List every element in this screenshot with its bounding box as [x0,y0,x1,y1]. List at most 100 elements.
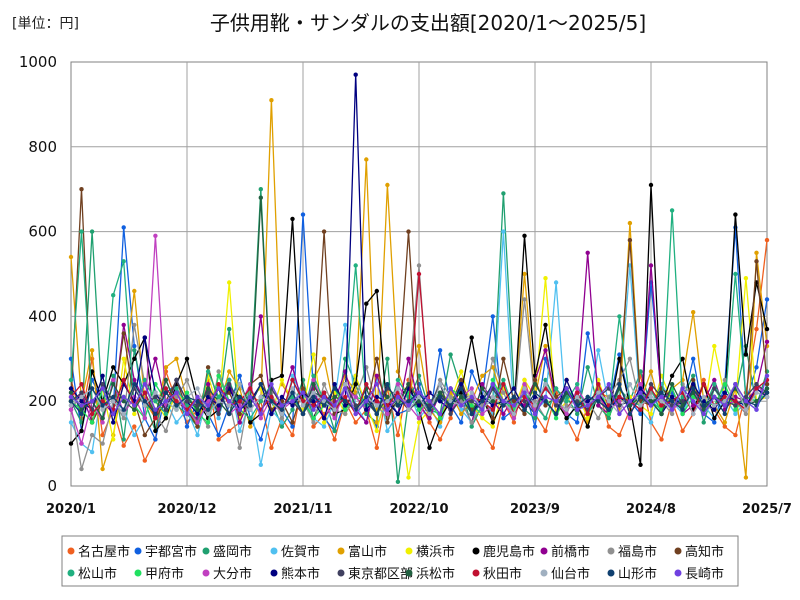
data-point [311,407,316,412]
data-point [385,182,390,188]
data-point [416,271,422,277]
data-point [543,348,548,353]
data-point [385,407,390,412]
y-axis: 0 200 400 600 800 1000 [19,53,57,495]
data-point [121,394,126,400]
data-point [343,382,348,387]
data-point [205,411,211,417]
data-point [617,399,622,404]
data-point [184,390,190,395]
data-point [669,407,675,412]
data-point [743,475,749,480]
data-point [543,394,548,400]
data-point [480,382,485,387]
data-point [121,225,126,230]
data-point [596,416,601,421]
data-point [553,403,559,408]
data-point [332,437,337,442]
data-point [132,407,137,412]
data-point [332,382,337,387]
data-point [142,403,147,408]
data-point [669,382,675,387]
data-point [648,382,654,387]
data-point [100,441,105,446]
data-point [638,403,643,408]
data-point [459,420,464,425]
data-point [638,386,643,391]
data-point [437,394,443,400]
data-point [195,424,200,429]
data-point [216,399,221,404]
data-point [638,394,643,400]
data-point [416,399,422,404]
data-point [111,293,116,298]
data-point [343,411,348,417]
data-point [89,348,95,353]
data-point [501,191,506,196]
legend-marker [405,569,413,577]
data-point [754,382,759,387]
data-point [68,420,74,425]
data-point [205,369,211,374]
data-point [216,386,221,391]
data-point [469,386,474,391]
data-point [691,403,696,408]
data-point [437,424,443,429]
legend-marker [134,547,142,555]
data-point [374,428,379,434]
data-point [532,403,538,408]
legend-label: 盛岡市 [213,544,252,560]
data-point [691,382,696,387]
data-point [617,432,622,438]
data-point [111,437,116,442]
data-point [163,428,169,434]
data-point [543,276,548,281]
data-point [416,416,422,421]
data-point [205,386,211,391]
legend-item: 高知市 [674,544,724,560]
legend-item: 甲府市 [134,566,184,582]
data-point [321,399,327,404]
data-point [606,399,611,404]
data-point [395,377,401,383]
data-point [406,403,411,408]
legend-marker [337,547,345,555]
data-point [480,399,485,404]
data-point [511,394,517,400]
x-tick-label: 2024/8 [626,502,676,517]
data-point [437,437,443,442]
legend-item: 山形市 [607,566,657,582]
data-point [743,276,749,281]
data-point [596,390,601,395]
data-point [227,403,232,408]
data-point [754,399,759,404]
data-point [406,356,411,361]
x-tick-label: 2025/7 [742,502,792,517]
data-point [163,411,169,417]
legend-box [61,535,739,587]
data-point [184,356,190,361]
data-point [100,466,105,472]
data-point [111,420,116,425]
data-point [764,373,770,378]
data-point [733,399,738,404]
data-point [522,271,527,277]
data-point [427,411,432,417]
data-point [68,386,74,391]
series-長崎市 [68,373,770,417]
data-point [680,407,685,412]
data-point [722,377,727,383]
data-point [469,369,474,374]
data-point [522,377,527,383]
data-point [364,420,369,425]
data-point [638,411,643,417]
data-point [248,416,253,421]
data-point [300,212,306,217]
legend-marker [202,569,210,577]
data-point [416,390,422,395]
data-point [712,394,717,400]
legend-marker [134,569,142,577]
data-point [627,403,633,408]
data-point [205,399,211,404]
